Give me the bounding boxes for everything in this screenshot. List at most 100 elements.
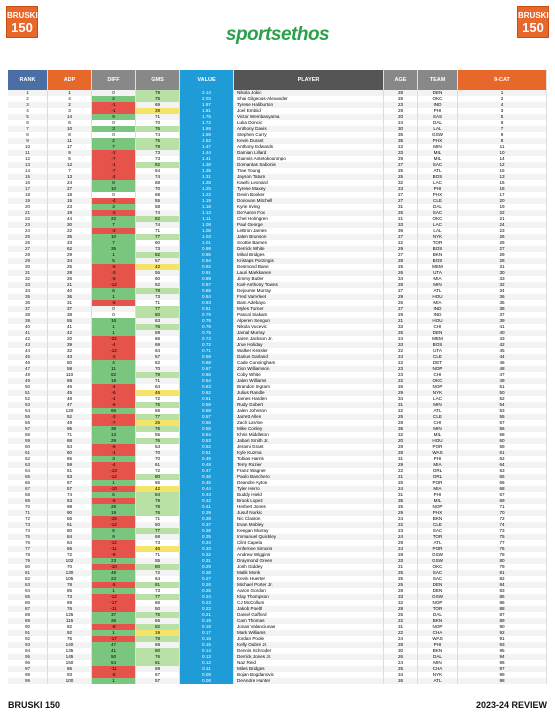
- cell: 0.46: [180, 474, 234, 480]
- cell: 4: [458, 102, 547, 108]
- cell: 74: [136, 132, 180, 138]
- cell: 0.78: [180, 318, 234, 324]
- table-row: 75 84 9 68 0.35 Immanuel Quickley 24 TOR 75: [8, 534, 547, 540]
- cell: 71: [8, 510, 48, 516]
- table-row: 62 65 3 70 0.49 Tobias Harris 31 PHI 62: [8, 456, 547, 462]
- cell: Jayson Tatum: [234, 174, 384, 180]
- cell: 0.26: [180, 582, 234, 588]
- cell: 29: [92, 438, 136, 444]
- cell: Michael Porter Jr.: [234, 582, 384, 588]
- cell: 23: [48, 204, 92, 210]
- cell: 66: [458, 480, 547, 486]
- table-row: 77 66 -11 46 0.33 Anfernee Simons 24 POR 76: [8, 546, 547, 552]
- cell: 77: [136, 414, 180, 420]
- cell: Khris Middleton: [234, 432, 384, 438]
- cell: 14: [458, 156, 547, 162]
- cell: 23: [384, 102, 418, 108]
- cell: LAC: [418, 180, 458, 186]
- cell: Klay Thompson: [234, 594, 384, 600]
- cell: 1.52: [180, 138, 234, 144]
- cell: 47: [458, 372, 547, 378]
- cell: 50: [8, 384, 48, 390]
- cell: 0.94: [180, 258, 234, 264]
- cell: 57: [8, 426, 48, 432]
- cell: 0: [92, 306, 136, 312]
- cell: Tobias Harris: [234, 456, 384, 462]
- cell: 29: [458, 252, 547, 258]
- cell: 0.37: [180, 522, 234, 528]
- cell: Jerami Grant: [234, 444, 384, 450]
- cell: 2.03: [180, 96, 234, 102]
- cell: 2: [8, 96, 48, 102]
- table-row: 21 19 -2 74 1.13 De'Aaron Fox 26 SAC 22: [8, 210, 547, 216]
- logo: BRUSKI 150: [6, 6, 38, 38]
- cell: Immanuel Quickley: [234, 534, 384, 540]
- cell: 110: [48, 372, 92, 378]
- cell: 125: [48, 612, 92, 618]
- cell: 63: [458, 468, 547, 474]
- cell: 69: [8, 498, 48, 504]
- cell: 67: [458, 492, 547, 498]
- table-row: 50 46 -4 64 0.63 Brandon Ingram 26 NOP 51: [8, 384, 547, 390]
- table-row: 39 55 16 63 0.78 Alperen Sengun 21 HOU 39: [8, 318, 547, 324]
- table-row: 16 24 8 68 1.28 Kawhi Leonard 32 LAC 16: [8, 180, 547, 186]
- cell: Anfernee Simons: [234, 546, 384, 552]
- cell: 71: [136, 516, 180, 522]
- cell: 59: [8, 438, 48, 444]
- cell: -7: [92, 156, 136, 162]
- cell: -6: [92, 444, 136, 450]
- table-row: 91 92 1 19 0.17 Mark Williams 22 CHA 92: [8, 630, 547, 636]
- cell: Anthony Davis: [234, 126, 384, 132]
- cell: 21: [384, 318, 418, 324]
- cell: 0.32: [180, 552, 234, 558]
- table-row: 90 82 -8 82 0.18 Jonas Valanciunas 31 NOP 90: [8, 624, 547, 630]
- cell: 9: [458, 132, 547, 138]
- cell: 66: [8, 480, 48, 486]
- cell: Buddy Hield: [234, 492, 384, 498]
- cell: 27: [8, 246, 48, 252]
- cell: 1.38: [180, 162, 234, 168]
- cell: 0.44: [180, 486, 234, 492]
- cell: 42: [458, 342, 547, 348]
- cell: 75: [8, 534, 48, 540]
- cell: 1.72: [180, 120, 234, 126]
- cell: 48: [458, 366, 547, 372]
- cell: 42: [8, 336, 48, 342]
- table-row: 68 74 6 84 0.43 Buddy Hield 31 PHI 67: [8, 492, 547, 498]
- cell: 1: [92, 330, 136, 336]
- cell: 73: [136, 156, 180, 162]
- cell: 89: [458, 618, 547, 624]
- cell: 39: [48, 342, 92, 348]
- cell: 63: [48, 498, 92, 504]
- cell: 29: [384, 312, 418, 318]
- table-row: 67 57 -10 42 0.44 Tyler Herro 24 MIA 68: [8, 486, 547, 492]
- cell: James Harden: [234, 396, 384, 402]
- cell: -4: [92, 342, 136, 348]
- cell: 25: [384, 480, 418, 486]
- cell: Tyrese Haliburton: [234, 102, 384, 108]
- cell: HOU: [418, 294, 458, 300]
- table-row: 89 115 26 66 0.19 Cam Thomas 22 BKN 89: [8, 618, 547, 624]
- cell: 1.28: [180, 180, 234, 186]
- table-row: 98 93 -5 67 0.09 Bojan Bogdanovic 34 NYK 99: [8, 672, 547, 678]
- cell: 3: [8, 102, 48, 108]
- cell: 0.08: [180, 678, 234, 684]
- cell: 30: [8, 264, 48, 270]
- cell: 150: [48, 660, 92, 666]
- cell: Terry Rozier: [234, 462, 384, 468]
- cell: 62: [92, 372, 136, 378]
- cell: 51: [8, 390, 48, 396]
- table-row: 95 145 50 76 0.13 Derrick Jones Jr. 26 DAL 94: [8, 654, 547, 660]
- table-row: 97 86 -11 69 0.11 Miles Bridges 25 CHA 97: [8, 666, 547, 672]
- column-header: DIFF: [92, 70, 136, 90]
- cell: 94: [8, 648, 48, 654]
- cell: 53: [458, 408, 547, 414]
- cell: 72: [48, 552, 92, 558]
- cell: 79: [136, 144, 180, 150]
- cell: 42: [136, 264, 180, 270]
- cell: 84: [8, 588, 48, 594]
- column-header: 9-CAT: [458, 70, 547, 90]
- cell: 0.17: [180, 630, 234, 636]
- table-row: 1 1 0 79 2.14 Nikola Jokic 28 DEN 1: [8, 90, 547, 96]
- cell: 46: [48, 384, 92, 390]
